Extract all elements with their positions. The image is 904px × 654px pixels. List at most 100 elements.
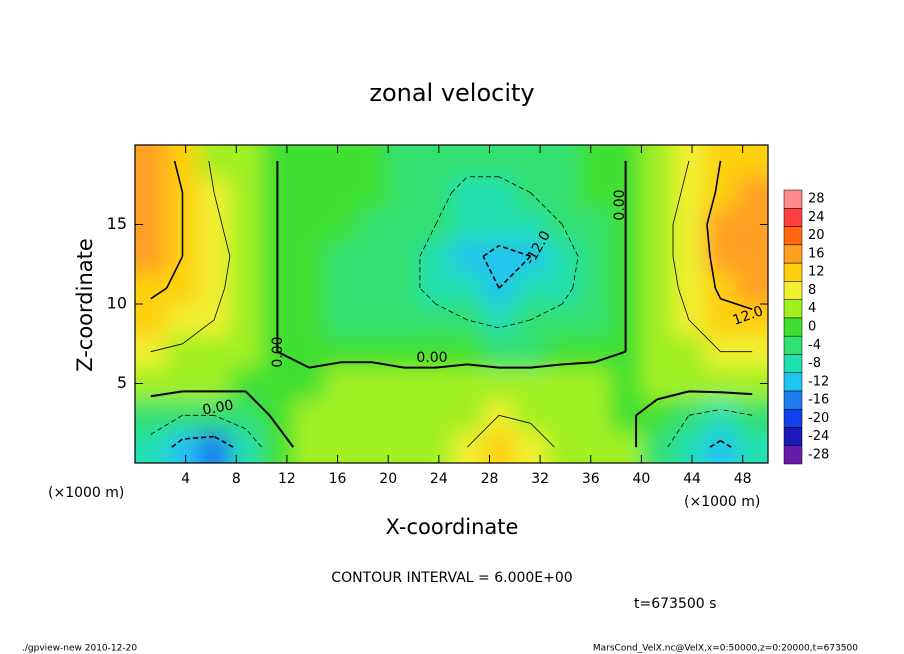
colorbar-swatch xyxy=(783,244,803,264)
cell xyxy=(135,176,168,210)
cell xyxy=(736,176,768,210)
cell xyxy=(704,304,737,337)
cell xyxy=(483,304,516,337)
contour-label: 0.00 xyxy=(612,189,628,220)
footer-right: MarsCond_VelX.nc@VelX,x=0:50000,z=0:2000… xyxy=(593,644,858,654)
cell xyxy=(546,272,579,305)
cell xyxy=(229,367,263,400)
cell xyxy=(324,145,358,178)
colorbar-label: 24 xyxy=(808,210,825,225)
cell xyxy=(388,240,421,273)
cell xyxy=(388,367,421,400)
cell xyxy=(578,367,611,400)
cell xyxy=(736,399,768,432)
cell xyxy=(261,431,294,463)
cell xyxy=(704,431,737,463)
contour-line xyxy=(150,160,753,448)
cell xyxy=(324,240,358,273)
colorbar-swatch xyxy=(783,335,803,355)
field xyxy=(135,145,768,463)
cell xyxy=(514,399,547,432)
cell xyxy=(356,431,389,463)
cell xyxy=(388,399,421,432)
cell xyxy=(736,272,768,305)
cell xyxy=(419,431,452,463)
x-tick-label: 48 xyxy=(734,471,752,487)
cell xyxy=(483,431,516,463)
y-axis-label: Z-coordinate xyxy=(73,238,97,372)
cell xyxy=(388,208,421,241)
cell xyxy=(293,208,326,241)
colorbar-swatch xyxy=(783,281,803,300)
colorbar-label: -8 xyxy=(808,356,821,371)
cell xyxy=(641,304,674,337)
cell xyxy=(135,272,168,305)
cell xyxy=(419,304,452,337)
cell xyxy=(673,335,706,369)
cell xyxy=(356,145,389,178)
cell xyxy=(166,145,199,178)
x-tick-label: 40 xyxy=(632,471,650,487)
cell xyxy=(641,240,674,273)
contours xyxy=(150,160,753,448)
colorbar-swatch xyxy=(783,299,803,319)
cell xyxy=(578,176,611,210)
cell xyxy=(419,176,452,210)
cell xyxy=(483,145,516,178)
colorbar-label: -4 xyxy=(808,338,821,353)
y-tick-label: 15 xyxy=(107,214,127,233)
colorbar-swatch xyxy=(783,408,803,428)
colorbar-swatch xyxy=(783,390,803,410)
cell xyxy=(736,304,768,337)
cell xyxy=(388,272,421,305)
cell xyxy=(198,240,231,273)
cell xyxy=(356,208,389,241)
cell xyxy=(293,335,326,369)
cell xyxy=(673,208,706,241)
y-tick-label: 5 xyxy=(117,373,127,392)
colorbar-swatch xyxy=(783,372,803,392)
cell xyxy=(229,304,263,337)
cell xyxy=(356,367,389,400)
colorbar-swatch xyxy=(783,262,803,282)
cell xyxy=(451,145,484,178)
cell xyxy=(293,176,326,210)
colorbar-label: 12 xyxy=(808,265,825,280)
colorbar-label: -20 xyxy=(808,411,829,426)
cell xyxy=(578,304,611,337)
cell xyxy=(673,240,706,273)
colorbar-swatch xyxy=(783,189,803,209)
cell xyxy=(293,399,326,432)
x-unit: (×1000 m) xyxy=(48,485,124,501)
cell xyxy=(514,431,547,463)
cell xyxy=(229,399,263,432)
cell xyxy=(356,240,389,273)
cell xyxy=(451,431,484,463)
cell xyxy=(261,367,294,400)
cell xyxy=(641,399,674,432)
cell xyxy=(166,304,199,337)
cell xyxy=(483,272,516,305)
cell xyxy=(578,145,611,178)
cell xyxy=(135,304,168,337)
cell xyxy=(324,431,358,463)
cell xyxy=(198,272,231,305)
colorbar-label: 16 xyxy=(808,246,825,261)
cell xyxy=(546,145,579,178)
contour-label: 0.00 xyxy=(201,397,234,418)
cell xyxy=(451,399,484,432)
x-tick-label: 12 xyxy=(278,471,296,487)
cell xyxy=(641,272,674,305)
cell xyxy=(293,304,326,337)
cell xyxy=(451,272,484,305)
cell xyxy=(135,335,168,369)
colorbar-label: 0 xyxy=(808,320,816,335)
cell xyxy=(736,240,768,273)
cell xyxy=(546,399,579,432)
x-tick-label: 44 xyxy=(683,471,701,487)
cell xyxy=(135,240,168,273)
cell xyxy=(704,272,737,305)
cell xyxy=(483,208,516,241)
cell xyxy=(673,272,706,305)
